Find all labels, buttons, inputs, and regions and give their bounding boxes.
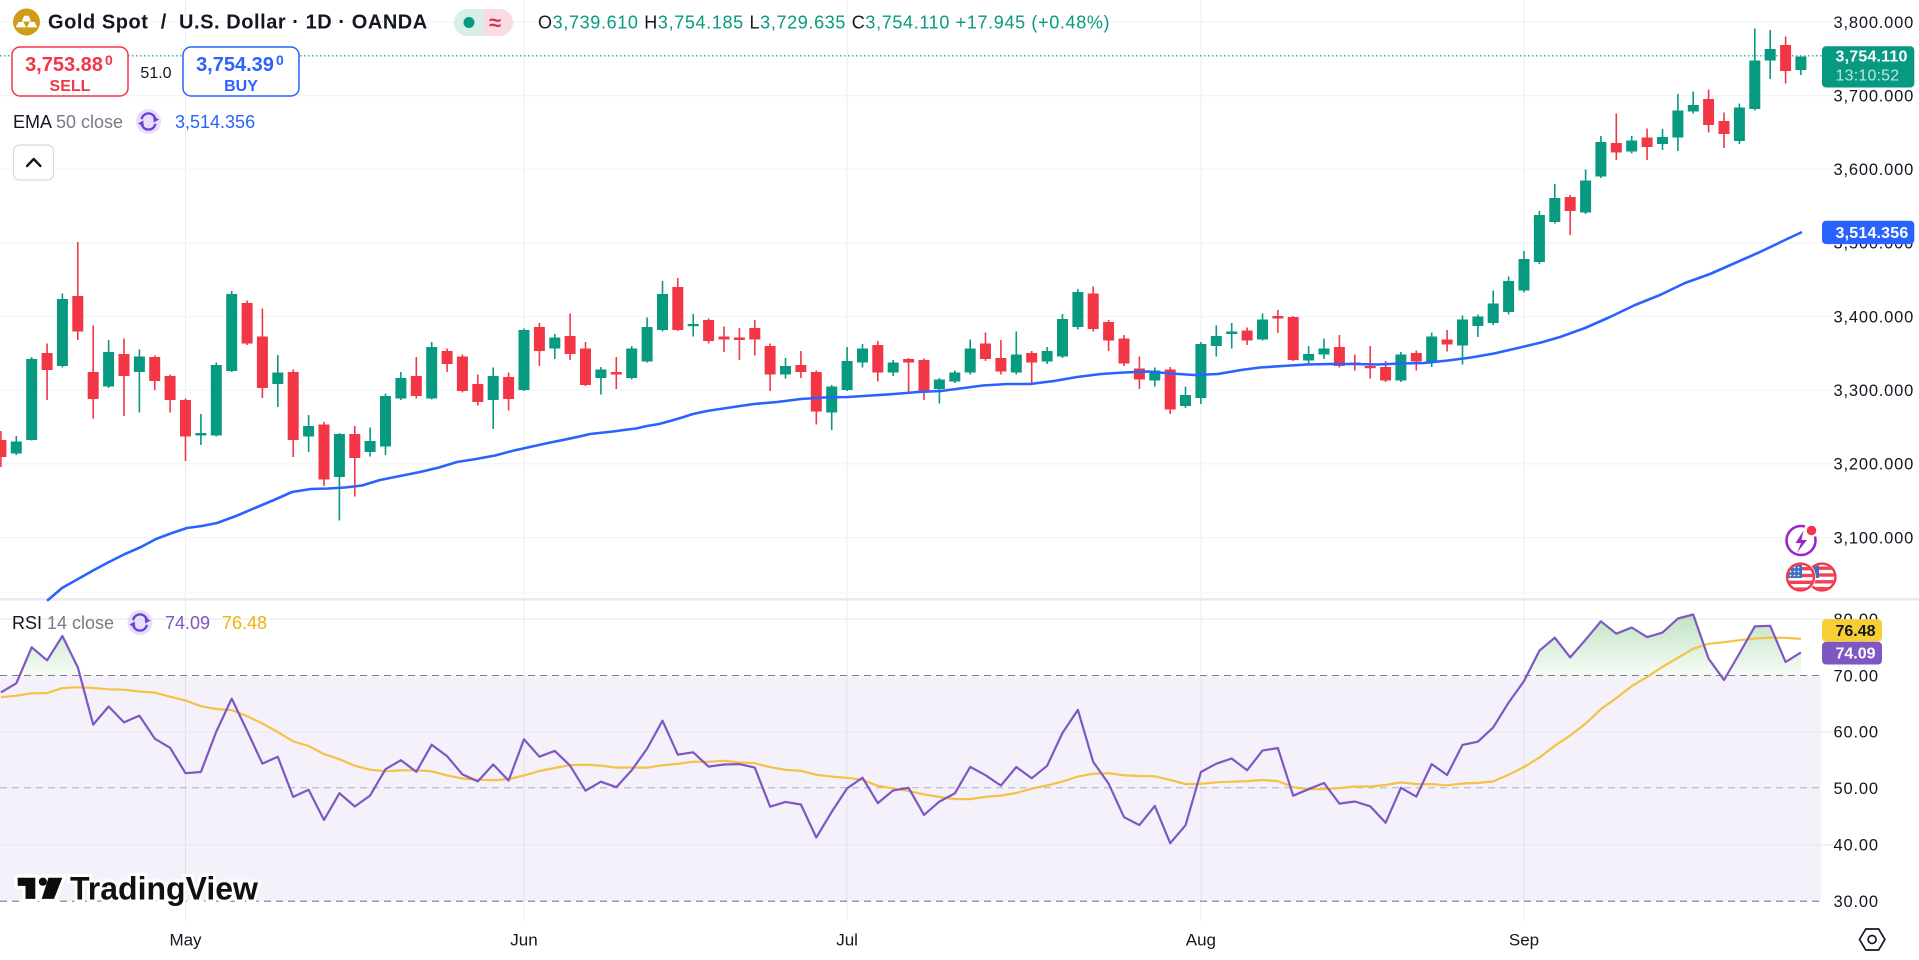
- svg-text:BUY: BUY: [224, 78, 258, 95]
- svg-text:74.09: 74.09: [165, 613, 210, 633]
- svg-text:3,514.356: 3,514.356: [175, 112, 255, 132]
- svg-text:3,753.88: 3,753.88: [25, 54, 103, 76]
- svg-text:0: 0: [105, 52, 113, 68]
- svg-text:3,600.000: 3,600.000: [1834, 161, 1915, 179]
- svg-text:EMA 50 close: EMA 50 close: [13, 112, 123, 132]
- svg-text:74.09: 74.09: [1836, 646, 1876, 663]
- svg-text:50.00: 50.00: [1834, 780, 1879, 798]
- svg-text:3,100.000: 3,100.000: [1834, 529, 1915, 547]
- svg-text:3,700.000: 3,700.000: [1834, 87, 1915, 105]
- svg-text:13:10:52: 13:10:52: [1836, 68, 1900, 85]
- svg-text:60.00: 60.00: [1834, 724, 1879, 742]
- svg-text:Jun: Jun: [510, 931, 537, 950]
- svg-text:51.0: 51.0: [140, 65, 171, 82]
- svg-text:3,754.39: 3,754.39: [196, 54, 274, 76]
- svg-text:3,200.000: 3,200.000: [1834, 456, 1915, 474]
- svg-text:O3,739.610 H3,754.185 L3,729.6: O3,739.610 H3,754.185 L3,729.635 C3,754.…: [538, 13, 1110, 33]
- svg-text:40.00: 40.00: [1834, 837, 1879, 855]
- svg-text:0: 0: [276, 52, 284, 68]
- svg-text:Jul: Jul: [836, 931, 858, 950]
- svg-text:RSI 14 close: RSI 14 close: [12, 613, 114, 633]
- svg-text:76.48: 76.48: [222, 613, 267, 633]
- svg-text:≈: ≈: [489, 10, 501, 35]
- svg-text:76.48: 76.48: [1836, 623, 1876, 640]
- svg-text:3,800.000: 3,800.000: [1834, 14, 1915, 32]
- svg-text:Sep: Sep: [1509, 931, 1539, 950]
- svg-text:Gold Spot / U.S. Dollar · 1D: Gold Spot / U.S. Dollar · 1D · OANDA: [48, 12, 428, 34]
- svg-text:Aug: Aug: [1186, 931, 1216, 950]
- svg-text:3,300.000: 3,300.000: [1834, 382, 1915, 400]
- svg-text:3,754.110: 3,754.110: [1836, 49, 1908, 66]
- svg-text:May: May: [169, 931, 202, 950]
- svg-text:SELL: SELL: [50, 78, 91, 95]
- svg-text:30.00: 30.00: [1834, 893, 1879, 911]
- svg-text:TradingView: TradingView: [70, 871, 258, 907]
- svg-text:3,514.356: 3,514.356: [1836, 225, 1909, 242]
- svg-text:3,400.000: 3,400.000: [1834, 308, 1915, 326]
- svg-text:70.00: 70.00: [1834, 667, 1879, 685]
